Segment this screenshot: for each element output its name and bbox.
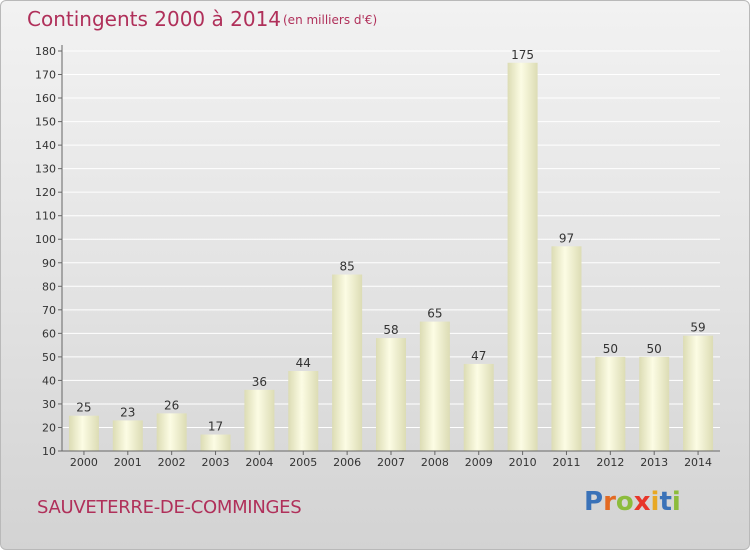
bar-value-label: 58 bbox=[383, 323, 398, 337]
chart-title: Contingents 2000 à 2014 bbox=[27, 7, 282, 31]
y-tick-label: 90 bbox=[42, 257, 56, 270]
y-axis-ticks: 10 20 30 40 50 60 70 80 90 100 110 120 130 140 150 160 1… bbox=[35, 45, 62, 458]
bar-value-label: 59 bbox=[690, 321, 705, 335]
logo-letter: o bbox=[615, 487, 634, 517]
bar-value-label: 65 bbox=[427, 307, 442, 321]
bar bbox=[68, 415, 99, 451]
y-tick-label: 140 bbox=[35, 139, 56, 152]
bar bbox=[200, 434, 231, 451]
logo-letter: x bbox=[633, 487, 651, 517]
y-tick-label: 80 bbox=[42, 280, 56, 293]
bar bbox=[463, 363, 494, 451]
town-name: SAUVETERRE-DE-COMMINGES bbox=[37, 497, 302, 518]
x-tick-label: 2014 bbox=[684, 456, 712, 469]
y-tick-label: 130 bbox=[35, 163, 56, 176]
bar-value-label: 50 bbox=[603, 342, 618, 356]
y-tick-label: 160 bbox=[35, 92, 56, 105]
x-tick-label: 2000 bbox=[70, 456, 98, 469]
y-tick-label: 40 bbox=[42, 374, 56, 387]
x-tick-label: 2001 bbox=[114, 456, 142, 469]
bar-value-label: 44 bbox=[296, 356, 311, 370]
x-tick-label: 2008 bbox=[421, 456, 449, 469]
x-tick-label: 2006 bbox=[333, 456, 361, 469]
proxiti-logo[interactable]: Proxiti bbox=[584, 487, 681, 517]
bar-value-label: 50 bbox=[647, 342, 662, 356]
y-tick-label: 70 bbox=[42, 304, 56, 317]
x-tick-label: 2007 bbox=[377, 456, 405, 469]
logo-letter: r bbox=[603, 487, 616, 517]
logo-letter: i bbox=[671, 487, 681, 517]
x-tick-label: 2002 bbox=[158, 456, 186, 469]
bar bbox=[595, 356, 626, 451]
x-tick-label: 2009 bbox=[465, 456, 493, 469]
y-tick-label: 110 bbox=[35, 210, 56, 223]
y-tick-label: 120 bbox=[35, 186, 56, 199]
x-tick-label: 2010 bbox=[509, 456, 537, 469]
bar bbox=[376, 338, 406, 451]
bar bbox=[639, 356, 670, 451]
bar-value-label: 97 bbox=[559, 231, 574, 245]
logo-letter: i bbox=[650, 487, 660, 517]
bar bbox=[244, 389, 275, 451]
bar bbox=[156, 413, 187, 451]
bar-value-label: 25 bbox=[76, 401, 91, 415]
bar-value-label: 36 bbox=[252, 375, 267, 389]
bar bbox=[551, 246, 582, 451]
bar bbox=[288, 371, 319, 451]
logo-letter: t bbox=[659, 487, 672, 517]
logo-letter: P bbox=[584, 487, 604, 517]
y-tick-label: 180 bbox=[35, 45, 56, 58]
y-tick-label: 30 bbox=[42, 398, 56, 411]
bar bbox=[683, 335, 714, 451]
bar-value-label: 26 bbox=[164, 398, 179, 412]
bar bbox=[332, 274, 363, 451]
y-tick-label: 10 bbox=[42, 445, 56, 458]
chart-subtitle: (en milliers d'€) bbox=[283, 13, 378, 27]
x-axis-ticks: 2000 2001 2002 2003 2004 2005 2006 2007 2008 2009… bbox=[70, 451, 712, 469]
bar bbox=[419, 321, 450, 451]
bar-value-label: 85 bbox=[339, 260, 354, 274]
y-tick-label: 50 bbox=[42, 351, 56, 364]
x-tick-label: 2011 bbox=[552, 456, 580, 469]
x-tick-label: 2005 bbox=[289, 456, 317, 469]
bar-value-label: 47 bbox=[471, 349, 486, 363]
bars: 25 23 26 17 36 44 85 58 65 47 175 97 50 50 59 bbox=[68, 48, 714, 451]
y-tick-label: 100 bbox=[35, 233, 56, 246]
bar-value-label: 23 bbox=[120, 405, 135, 419]
bar-value-label: 175 bbox=[511, 48, 534, 62]
y-tick-label: 60 bbox=[42, 327, 56, 340]
bar bbox=[507, 62, 538, 451]
x-tick-label: 2003 bbox=[202, 456, 230, 469]
y-tick-label: 20 bbox=[42, 421, 56, 434]
bar-value-label: 17 bbox=[208, 420, 223, 434]
bar bbox=[112, 420, 143, 451]
x-tick-label: 2012 bbox=[596, 456, 624, 469]
y-tick-label: 170 bbox=[35, 69, 56, 82]
x-tick-label: 2004 bbox=[245, 456, 273, 469]
y-tick-label: 150 bbox=[35, 116, 56, 129]
x-tick-label: 2013 bbox=[640, 456, 668, 469]
